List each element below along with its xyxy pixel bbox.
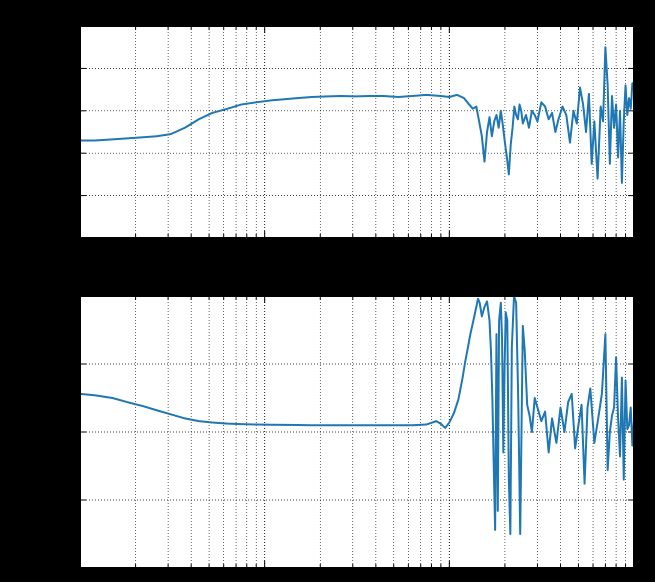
panel-top [80,26,634,238]
panel-bottom [80,296,634,568]
chart-svg [0,0,655,582]
figure: { "figure": { "width": 655, "height": 58… [0,0,655,582]
